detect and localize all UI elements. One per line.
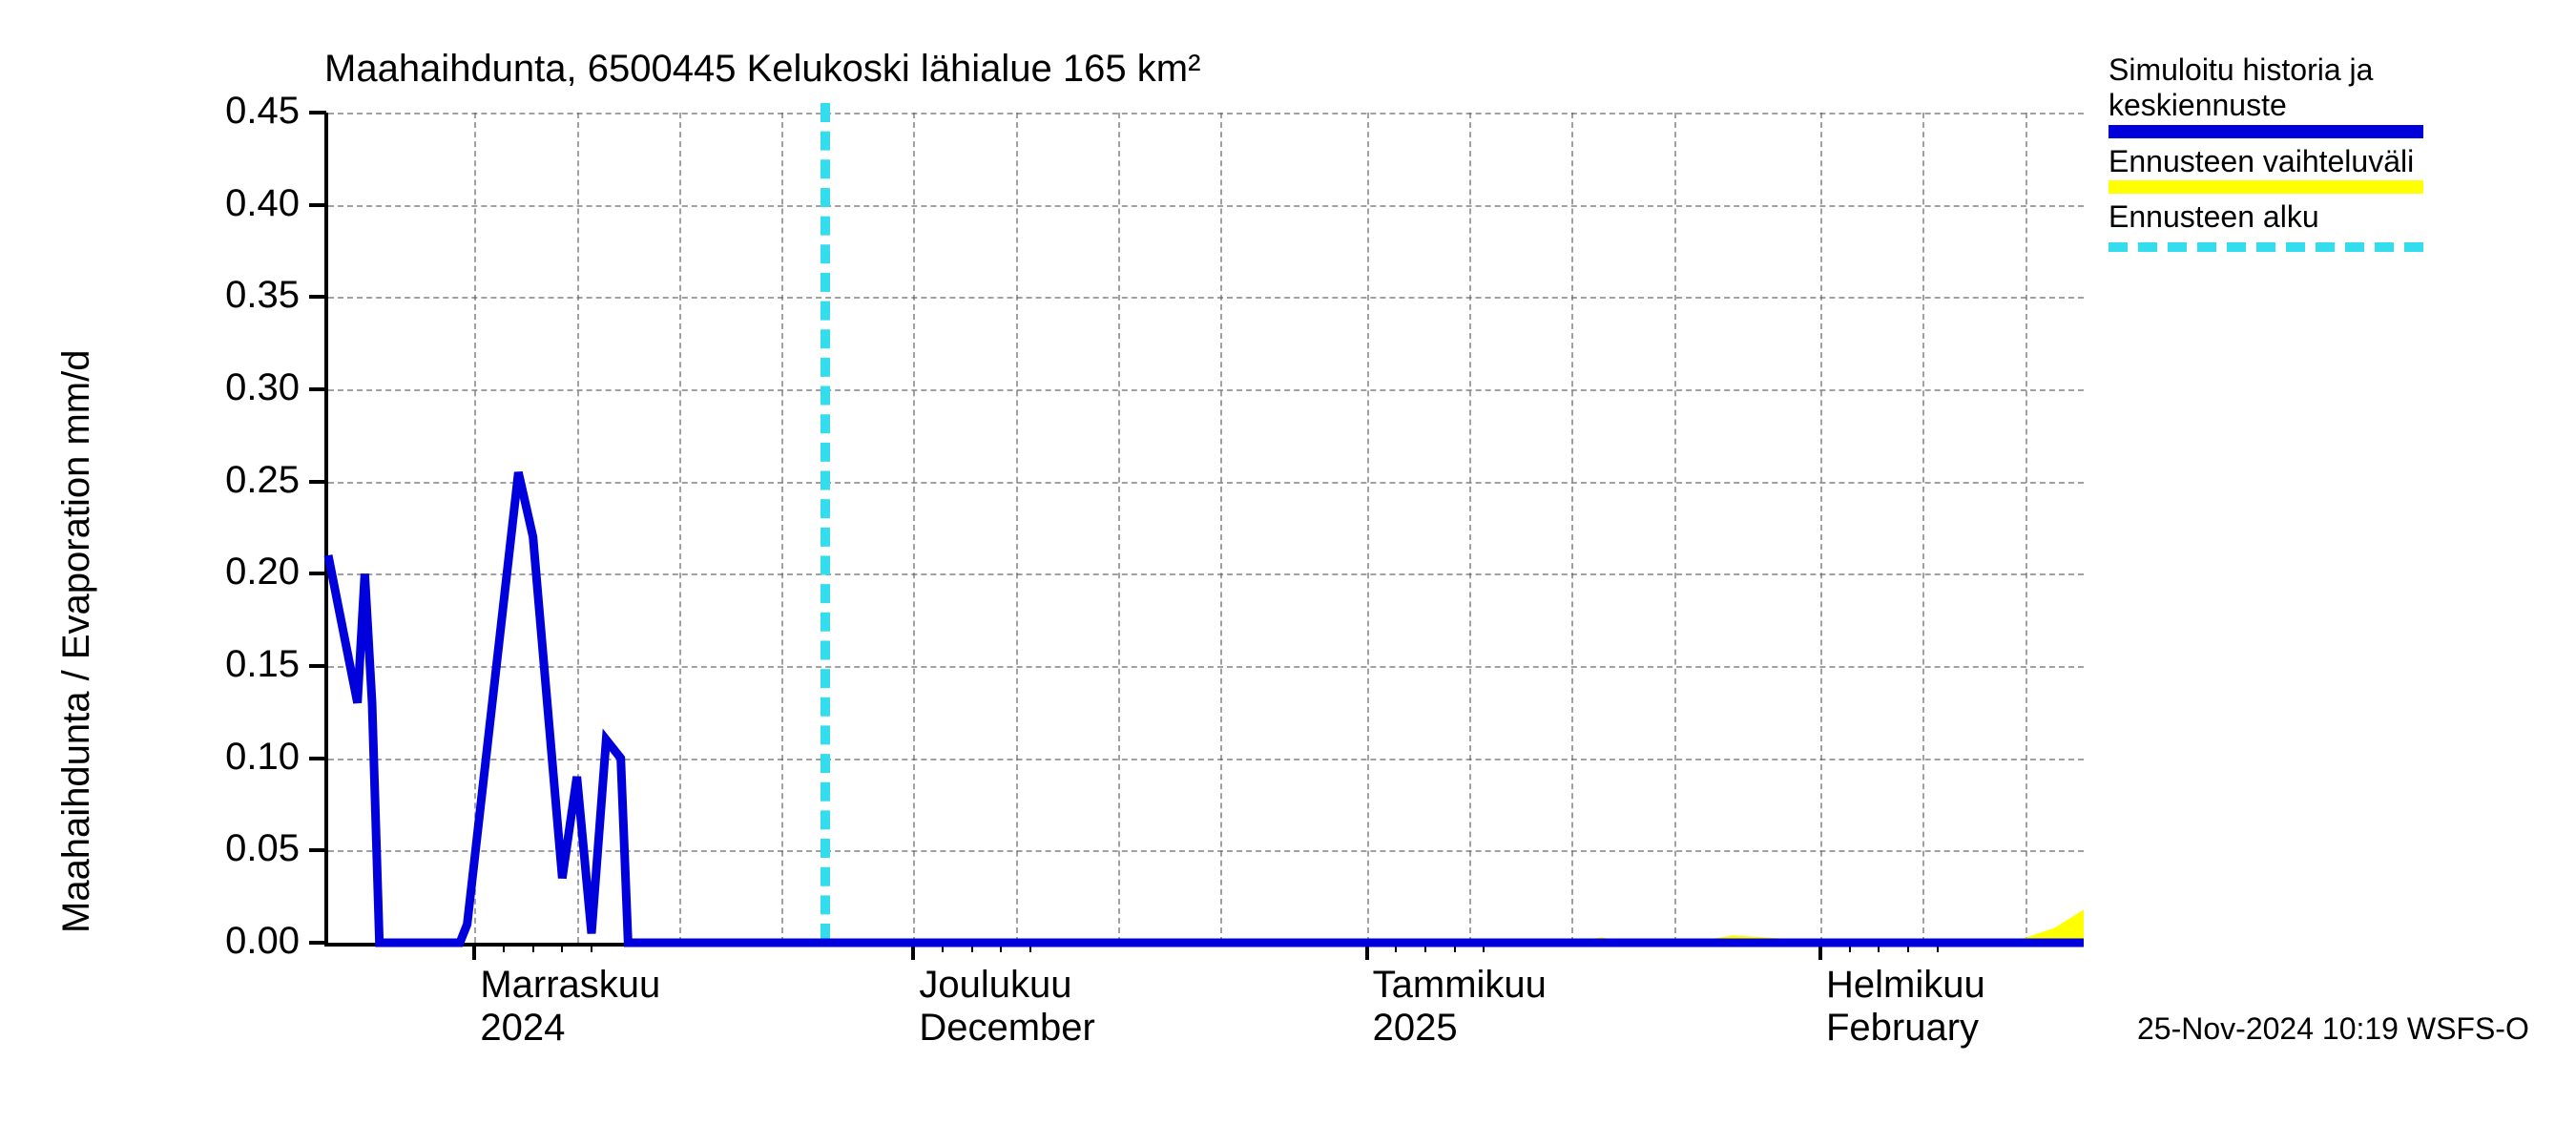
legend-item: Ennusteen vaihteluväli [2109, 144, 2423, 195]
xtick-mark [472, 943, 476, 960]
ytick-mark [309, 941, 326, 945]
legend-swatch [2109, 125, 2423, 138]
history-line [328, 472, 2084, 943]
ytick-mark [309, 757, 326, 760]
legend-swatch [2109, 180, 2423, 194]
legend: Simuloitu historia jakeskiennuste Ennuste… [2109, 52, 2423, 258]
xtick-mark-minor [561, 943, 563, 952]
legend-text: Ennusteen vaihteluväli [2109, 144, 2423, 179]
series-svg [328, 113, 2084, 943]
chart-title: Maahaihdunta, 6500445 Kelukoski lähialue… [324, 48, 1200, 91]
xtick-mark-minor [532, 943, 534, 952]
ytick-mark [309, 295, 326, 299]
ytick-label: 0.35 [166, 274, 300, 317]
xtick-label: JoulukuuDecember [919, 964, 1095, 1050]
xtick-label: Marraskuu2024 [480, 964, 660, 1050]
footer-timestamp: 25-Nov-2024 10:19 WSFS-O [2137, 1011, 2529, 1047]
ytick-mark [309, 203, 326, 207]
y-axis-label: Maahaihdunta / Evaporation mm/d [55, 350, 98, 933]
xtick-mark-minor [503, 943, 505, 952]
legend-text: keskiennuste [2109, 88, 2423, 123]
ytick-label: 0.25 [166, 459, 300, 502]
xtick-mark-minor [591, 943, 592, 952]
ytick-mark [309, 111, 326, 114]
chart-container: Maahaihdunta, 6500445 Kelukoski lähialue… [0, 0, 2576, 1145]
plot-area: 0.000.050.100.150.200.250.300.350.400.45… [324, 113, 2084, 947]
legend-text: Ennusteen alku [2109, 199, 2423, 235]
xtick-label: Tammikuu2025 [1373, 964, 1547, 1050]
xtick-label: HelmikuuFebruary [1826, 964, 1985, 1050]
ytick-label: 0.20 [166, 551, 300, 593]
legend-item: Ennusteen alku [2109, 199, 2423, 252]
forecast-range-area [2010, 909, 2084, 943]
ytick-mark [309, 480, 326, 484]
ytick-label: 0.00 [166, 920, 300, 963]
ytick-label: 0.40 [166, 182, 300, 225]
ytick-mark [309, 572, 326, 575]
ytick-label: 0.30 [166, 366, 300, 409]
ytick-label: 0.05 [166, 827, 300, 870]
ytick-label: 0.10 [166, 736, 300, 779]
legend-text: Simuloitu historia ja [2109, 52, 2423, 88]
legend-swatch [2109, 242, 2423, 252]
ytick-mark [309, 848, 326, 852]
ytick-mark [309, 387, 326, 391]
legend-item: Simuloitu historia jakeskiennuste [2109, 52, 2423, 138]
ytick-label: 0.45 [166, 90, 300, 133]
ytick-label: 0.15 [166, 643, 300, 686]
ytick-mark [309, 664, 326, 668]
